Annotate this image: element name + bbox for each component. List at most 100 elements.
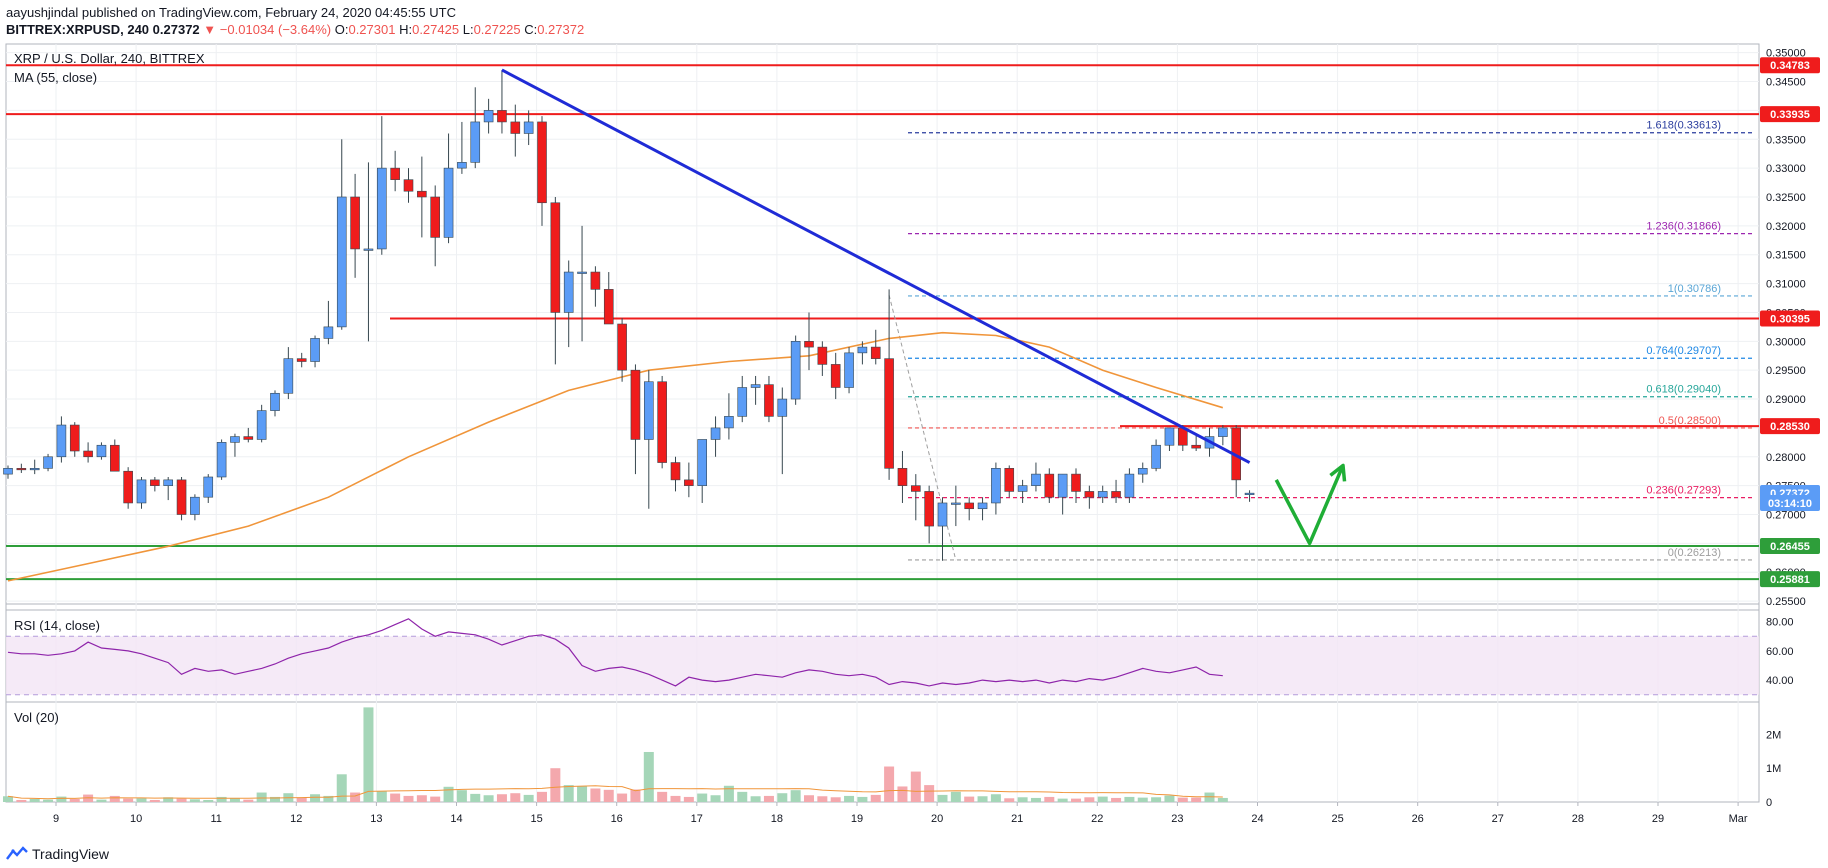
price-tick-label: 0.30000 <box>1766 336 1806 348</box>
price-badges: 0.347830.339350.303950.285300.2737203:14… <box>1760 57 1820 588</box>
candle-body <box>176 479 187 515</box>
price-tick-label: 0.35000 <box>1766 48 1806 60</box>
volume-bar <box>1017 797 1028 802</box>
fib-label: 0(0.26213) <box>1668 547 1721 559</box>
candle-body <box>684 479 694 486</box>
volume-bar <box>1124 796 1135 802</box>
trendline <box>501 68 1251 464</box>
volume-bar <box>857 796 868 802</box>
candle-body <box>964 502 975 510</box>
rsi-14-line <box>7 618 1223 687</box>
candle-body <box>470 121 481 163</box>
candle-body <box>1097 491 1108 498</box>
volume-bar <box>416 795 427 802</box>
candle-body <box>363 248 374 251</box>
candle-body <box>350 196 360 250</box>
candle-body <box>123 470 133 504</box>
volume-bar <box>189 799 200 802</box>
volume-bar <box>296 797 307 802</box>
fibonacci-levels: 1.618(0.33613) 1.236(0.31866) 1(0.30786) 0.… <box>888 120 1755 561</box>
volume-bar <box>510 793 521 802</box>
fib-label: 1(0.30786) <box>1668 283 1721 295</box>
volume-bar <box>723 785 734 802</box>
candle-body <box>724 416 734 429</box>
price-tick-label: 0.33000 <box>1766 163 1806 175</box>
candle-body <box>750 384 761 388</box>
volume-tick-label: 2M <box>1766 729 1781 741</box>
volume-bar <box>603 789 614 802</box>
time-tick-label: 20 <box>931 813 943 825</box>
candle-body <box>977 502 988 510</box>
candle-body <box>497 110 507 123</box>
volume-bar <box>69 798 80 802</box>
candle-body <box>203 476 214 498</box>
candle-body <box>29 468 40 471</box>
header: aayushjindal published on TradingView.co… <box>6 4 584 40</box>
price-badge-box <box>1760 106 1820 123</box>
price-tick-label: 0.25500 <box>1766 596 1806 608</box>
volume-bar <box>1137 797 1148 802</box>
volume-bar <box>710 795 721 802</box>
candle-body <box>1218 427 1228 437</box>
moving-average <box>7 331 1224 582</box>
time-tick-label: 10 <box>130 813 142 825</box>
candle-body <box>1057 473 1068 498</box>
published-line: aayushjindal published on TradingView.co… <box>6 5 456 20</box>
candle-body <box>1137 468 1148 475</box>
volume-bar <box>443 786 454 802</box>
rsi-tick-label: 40.00 <box>1766 675 1794 687</box>
time-tick-label: 13 <box>370 813 382 825</box>
volume-bar <box>350 792 361 802</box>
candle-body <box>83 450 93 458</box>
time-tick-label: Mar <box>1729 813 1748 825</box>
rsi-line <box>7 618 1223 687</box>
price-badge-label: 03:14:10 <box>1768 498 1812 510</box>
candle-body <box>884 358 894 469</box>
price-change: −0.01034 (−3.64%) <box>219 22 332 37</box>
price-badge-label: 0.33935 <box>1770 109 1810 121</box>
fib-label: 0.236(0.27293) <box>1646 485 1721 497</box>
ohlc-line: BITTREX:XRPUSD, 240 0.27372 ▼ −0.01034 (… <box>6 21 584 38</box>
time-tick-label: 15 <box>530 813 542 825</box>
price-badge-box <box>1760 537 1820 554</box>
candle-body <box>56 424 67 458</box>
time-tick-label: 21 <box>1011 813 1023 825</box>
volume-bar <box>496 794 507 802</box>
volume-bar <box>96 799 107 802</box>
rsi-band <box>6 635 1759 696</box>
time-tick-label: 24 <box>1251 813 1263 825</box>
candle-body <box>390 167 400 180</box>
volume-bar <box>1204 792 1215 802</box>
time-tick-label: 28 <box>1572 813 1584 825</box>
candle-body <box>457 162 467 169</box>
candle-body <box>670 462 681 481</box>
price-tick-label: 0.34500 <box>1766 77 1806 89</box>
volume-bar <box>390 793 401 802</box>
candle-body <box>804 341 814 348</box>
volume-bar <box>16 799 27 802</box>
price-tick-label: 0.27000 <box>1766 510 1806 522</box>
volume-bar <box>1004 798 1015 802</box>
candle-body <box>937 502 948 527</box>
candle-body <box>951 502 961 505</box>
volume-bar <box>697 793 708 802</box>
volume-bar <box>977 796 988 802</box>
price-badge-box <box>1760 418 1820 435</box>
chart-canvas[interactable]: 1.618(0.33613) 1.236(0.31866) 1(0.30786) 0.… <box>0 0 1828 842</box>
price-badge-box <box>1760 494 1820 511</box>
candle-body <box>657 381 667 463</box>
vol-legend: Vol (20) <box>14 710 59 725</box>
candle-body <box>590 271 601 290</box>
last-price: 0.27372 <box>152 22 200 37</box>
volume-tick-label: 0 <box>1766 797 1772 809</box>
candle-body <box>110 444 120 472</box>
volume-bar <box>136 798 147 802</box>
candle-body <box>1044 473 1055 498</box>
symbol-label: BITTREX:XRPUSD, 240 <box>6 22 150 37</box>
candle-body <box>1151 444 1161 469</box>
candle-body <box>69 424 80 452</box>
volume-bar <box>310 794 321 802</box>
price-tick-label: 0.32500 <box>1766 192 1806 204</box>
ma-legend: MA (55, close) <box>14 70 97 85</box>
candle-body <box>643 381 654 440</box>
